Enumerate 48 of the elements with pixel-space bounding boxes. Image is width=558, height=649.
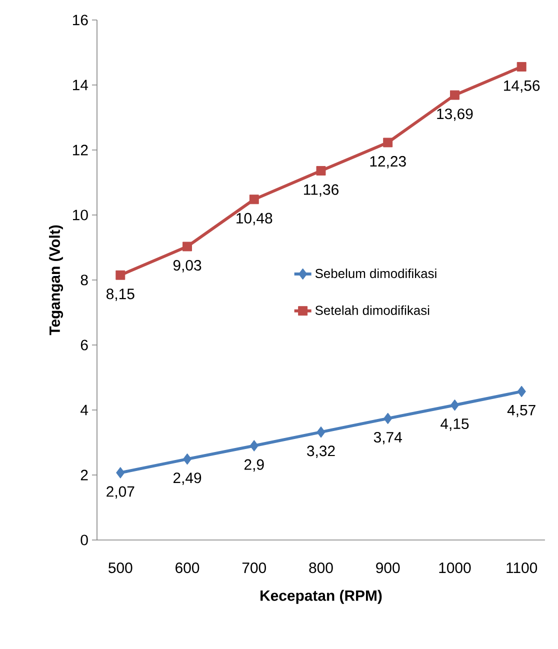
y-tick-label: 12: [73, 144, 88, 156]
point: [384, 412, 392, 424]
x-tick-label: 500: [108, 562, 132, 574]
legend-label: Sebelum dimodifikasi: [315, 268, 436, 278]
data-label: 8,15: [106, 288, 134, 301]
x-tick-label: 600: [176, 562, 200, 574]
y-tick-label: 16: [73, 14, 88, 26]
x-tick-label: 900: [376, 562, 400, 574]
point: [383, 138, 393, 148]
x-axis-title: Kecepatan (RPM): [260, 590, 382, 604]
y-tick-label: 14: [73, 80, 88, 90]
data-label: 11,36: [304, 184, 338, 197]
point: [450, 399, 460, 411]
point: [182, 453, 192, 465]
x-tick-label: 1000: [439, 562, 471, 574]
point: [250, 440, 258, 452]
point: [116, 270, 126, 280]
data-label: 4,57: [507, 404, 536, 418]
point: [516, 62, 526, 72]
data-label: 10,48: [236, 212, 272, 226]
data-label: 2,9: [244, 459, 264, 472]
data-label: 4,15: [440, 418, 469, 431]
x-tick-label: 800: [309, 562, 333, 574]
x-tick-label: 1100: [506, 562, 538, 574]
data-label: 2,07: [106, 486, 134, 499]
point: [249, 194, 259, 204]
data-label: 9,03: [173, 260, 202, 272]
data-label: 3,74: [374, 432, 402, 444]
point: [182, 242, 192, 252]
point: [316, 166, 326, 176]
point: [316, 426, 326, 438]
data-label: 12,23: [370, 156, 406, 168]
legend-label: Setelah dimodifikasi: [315, 305, 430, 315]
data-label: 13,69: [437, 108, 473, 121]
y-axis-title: Tegangan (Volt): [49, 225, 64, 336]
y-tick-label: 10: [73, 210, 88, 220]
y-tick-label: 6: [80, 340, 88, 350]
point: [517, 386, 526, 398]
point: [450, 90, 460, 100]
y-tick-label: 8: [80, 274, 88, 286]
x-tick-label: 700: [242, 562, 266, 574]
y-tick-label: 0: [80, 534, 88, 546]
data-label: 3,32: [307, 446, 335, 458]
data-label: 14,56: [504, 80, 540, 93]
data-label: 2,49: [173, 472, 202, 485]
point: [116, 466, 125, 478]
y-tick-label: 2: [80, 470, 88, 480]
y-tick-label: 4: [80, 404, 88, 416]
